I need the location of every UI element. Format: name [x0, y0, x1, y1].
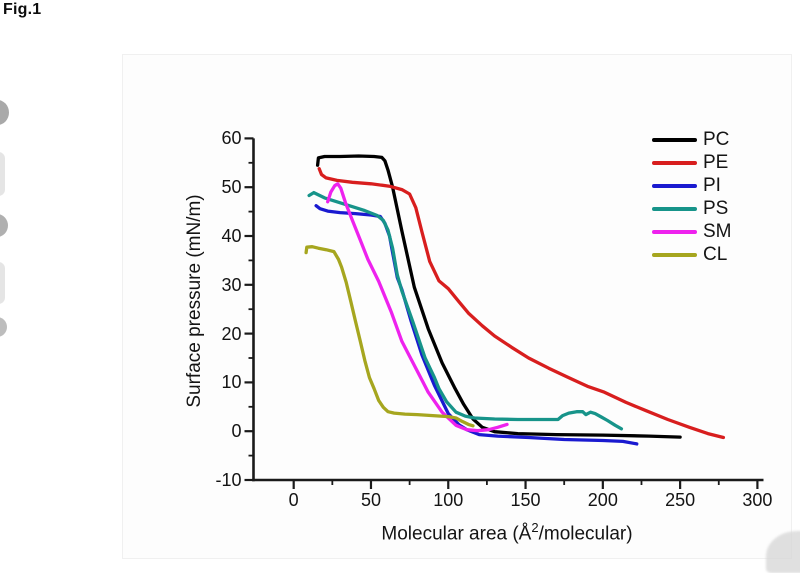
legend-line-swatch [652, 229, 697, 234]
legend-entry-pc: PC [652, 128, 732, 151]
y-tick-label: 50 [221, 177, 242, 198]
legend-label: PE [703, 152, 729, 173]
x-axis-label-suffix: /molecular) [538, 523, 633, 545]
y-tick-label: -10 [215, 470, 242, 490]
figure-caption-label: Fig.1 [3, 1, 42, 18]
legend-entry-ps: PS [652, 197, 732, 220]
y-tick-label: 0 [231, 421, 242, 442]
series-line-pi [314, 204, 639, 446]
legend-entry-pi: PI [652, 174, 732, 197]
series-line-cl [304, 245, 475, 428]
legend-label: PS [703, 198, 729, 219]
legend-label: CL [703, 244, 728, 265]
series-line-sm [326, 182, 509, 433]
y-tick-label: 10 [221, 372, 242, 393]
legend-entry-pe: PE [652, 151, 732, 174]
legend-line-swatch [652, 183, 697, 188]
x-tick-label: 300 [742, 490, 773, 510]
y-tick-label: 20 [221, 323, 242, 344]
x-tick-label: 250 [665, 490, 696, 510]
x-tick-label: 150 [510, 490, 541, 510]
legend-label: SM [703, 221, 732, 242]
legend-label: PI [703, 175, 721, 196]
x-tick-label: 0 [288, 490, 299, 510]
legend-line-swatch [652, 137, 697, 142]
legend-entry-sm: SM [652, 220, 732, 243]
chart-legend: PC PE PI PS SM CL [652, 128, 732, 266]
binder-hole-mark [0, 317, 7, 337]
x-axis-label: Molecular area (Å2/molecular) [357, 520, 657, 545]
x-tick-label: 200 [587, 490, 618, 510]
series-line-pc [315, 154, 682, 439]
legend-line-swatch [652, 206, 697, 211]
x-axis-label-text: Molecular area (Å [381, 523, 532, 545]
legend-line-swatch [652, 252, 697, 257]
x-tick-label: 100 [433, 490, 464, 510]
y-tick-label: 40 [221, 226, 242, 246]
binder-hole-mark [0, 100, 9, 125]
x-tick-label: 50 [360, 490, 381, 510]
series-line-pe [317, 167, 726, 440]
series-line-ps [307, 190, 624, 431]
y-tick-label: 30 [221, 274, 242, 295]
legend-label: PC [703, 129, 730, 150]
chart-canvas [244, 137, 764, 489]
y-tick-label: 60 [221, 128, 242, 149]
binder-slot-mark [0, 152, 5, 196]
legend-line-swatch [652, 160, 697, 165]
binder-hole-mark [0, 214, 8, 237]
legend-entry-cl: CL [652, 243, 732, 266]
binder-slot-mark [0, 262, 5, 304]
x-axis-label-superscript: 2 [531, 520, 539, 535]
